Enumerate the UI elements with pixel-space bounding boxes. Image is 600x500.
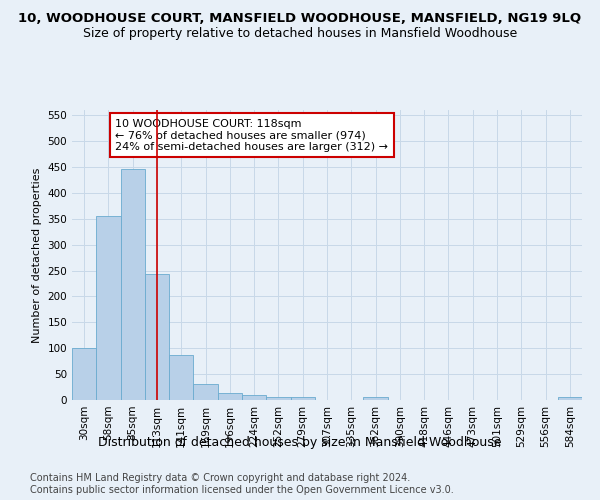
Y-axis label: Number of detached properties: Number of detached properties xyxy=(32,168,42,342)
Bar xyxy=(169,355,193,400)
Bar xyxy=(364,398,388,400)
Bar xyxy=(72,348,96,400)
Text: 10 WOODHOUSE COURT: 118sqm
← 76% of detached houses are smaller (974)
24% of sem: 10 WOODHOUSE COURT: 118sqm ← 76% of deta… xyxy=(115,118,388,152)
Bar xyxy=(218,393,242,400)
Bar xyxy=(242,396,266,400)
Text: 10, WOODHOUSE COURT, MANSFIELD WOODHOUSE, MANSFIELD, NG19 9LQ: 10, WOODHOUSE COURT, MANSFIELD WOODHOUSE… xyxy=(19,12,581,26)
Bar xyxy=(290,398,315,400)
Text: Contains HM Land Registry data © Crown copyright and database right 2024.
Contai: Contains HM Land Registry data © Crown c… xyxy=(30,474,454,495)
Text: Size of property relative to detached houses in Mansfield Woodhouse: Size of property relative to detached ho… xyxy=(83,28,517,40)
Bar xyxy=(193,384,218,400)
Bar xyxy=(266,398,290,400)
Bar xyxy=(145,274,169,400)
Text: Distribution of detached houses by size in Mansfield Woodhouse: Distribution of detached houses by size … xyxy=(98,436,502,449)
Bar xyxy=(558,398,582,400)
Bar xyxy=(96,216,121,400)
Bar xyxy=(121,169,145,400)
